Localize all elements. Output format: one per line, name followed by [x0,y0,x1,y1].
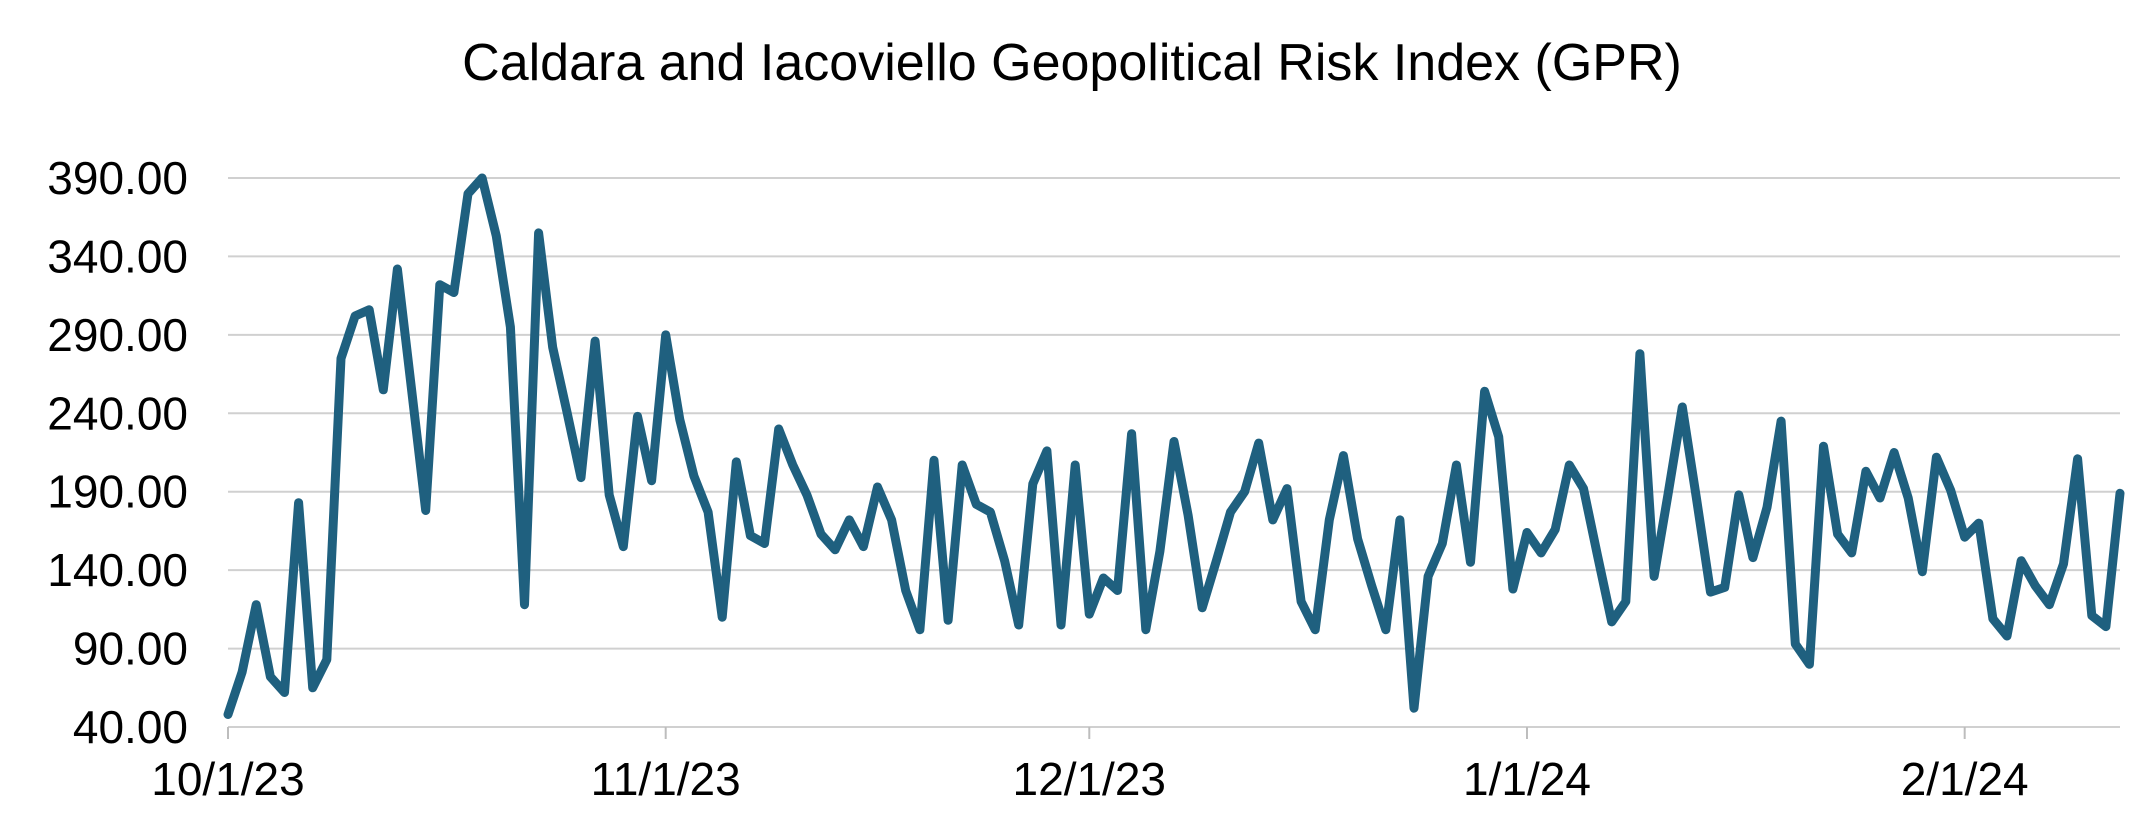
series-layer [223,173,2125,719]
y-tick-label: 190.00 [47,466,188,518]
y-tick-label: 390.00 [47,152,188,204]
gpr-series-line [223,173,2125,719]
x-tick-label: 2/1/24 [1901,753,2029,805]
x-tick-label: 1/1/24 [1463,753,1591,805]
y-tick-label: 240.00 [47,387,188,439]
y-axis-tick-labels: 390.00 340.00 290.00 240.00 190.00 140.00 90.0… [47,152,188,753]
x-tick-label: 10/1/23 [151,753,304,805]
y-tick-label: 90.00 [73,623,188,675]
y-tick-label: 340.00 [47,230,188,282]
x-axis-ticks: 10/1/23 11/1/23 12/1/23 1/1/24 2/1/24 [151,727,2029,805]
x-tick-label: 12/1/23 [1013,753,1166,805]
y-tick-label: 290.00 [47,309,188,361]
y-tick-label: 40.00 [73,701,188,753]
x-tick-label: 11/1/23 [591,753,741,805]
y-tick-label: 140.00 [47,544,188,596]
chart-title: Caldara and Iacoviello Geopolitical Risk… [462,34,1682,92]
